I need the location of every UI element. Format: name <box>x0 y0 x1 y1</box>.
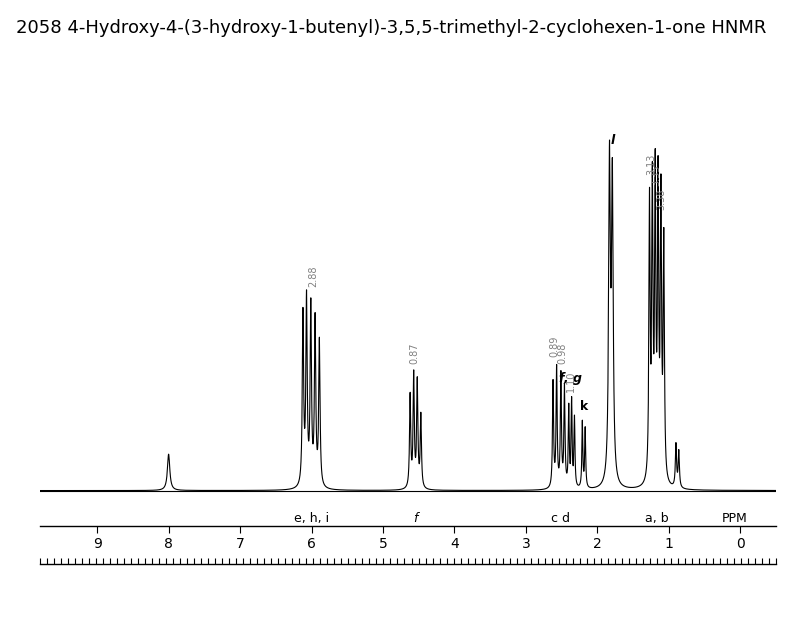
Text: 0.98: 0.98 <box>558 343 567 364</box>
Text: k: k <box>580 401 588 413</box>
Text: 2.88: 2.88 <box>308 266 318 287</box>
Text: 3.38: 3.38 <box>657 188 666 210</box>
Text: l: l <box>610 134 614 147</box>
Text: 0.89: 0.89 <box>550 336 559 357</box>
Text: PPM: PPM <box>722 512 747 525</box>
Text: f, g: f, g <box>559 372 582 385</box>
Text: 1.10: 1.10 <box>566 371 576 392</box>
Text: 3.13: 3.13 <box>646 154 657 175</box>
Text: c d: c d <box>550 512 570 525</box>
Text: f: f <box>413 512 418 525</box>
Text: a, b: a, b <box>645 512 669 525</box>
Text: 0.87: 0.87 <box>410 343 419 364</box>
Text: 3.35: 3.35 <box>652 164 662 186</box>
Text: 2058 4-Hydroxy-4-(3-hydroxy-1-butenyl)-3,5,5-trimethyl-2-cyclohexen-1-one HNMR: 2058 4-Hydroxy-4-(3-hydroxy-1-butenyl)-3… <box>16 19 766 37</box>
Text: e, h, i: e, h, i <box>294 512 329 525</box>
